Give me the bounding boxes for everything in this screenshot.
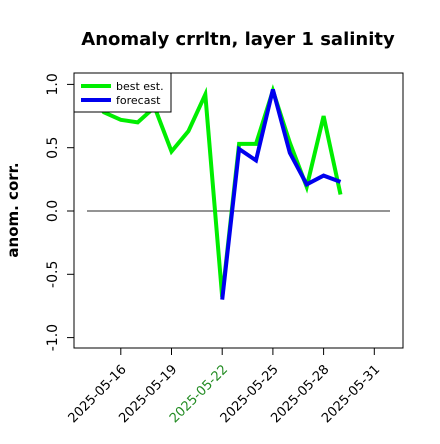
y-tick-label: 1.0 [45,73,61,95]
legend: best est. forecast [74,73,171,112]
y-axis-label: anom. corr. [4,162,22,257]
y-tick-label: 0.0 [45,200,61,222]
legend-label-forecast: forecast [116,94,161,107]
series-line-best-est [87,90,341,298]
chart-title: Anomaly crrltn, layer 1 salinity [81,29,395,50]
y-tick-label: -0.5 [45,261,61,288]
legend-label-best-est: best est. [116,80,164,93]
y-tick-label: 0.5 [45,137,61,159]
y-tick-label: -1.0 [45,324,61,351]
